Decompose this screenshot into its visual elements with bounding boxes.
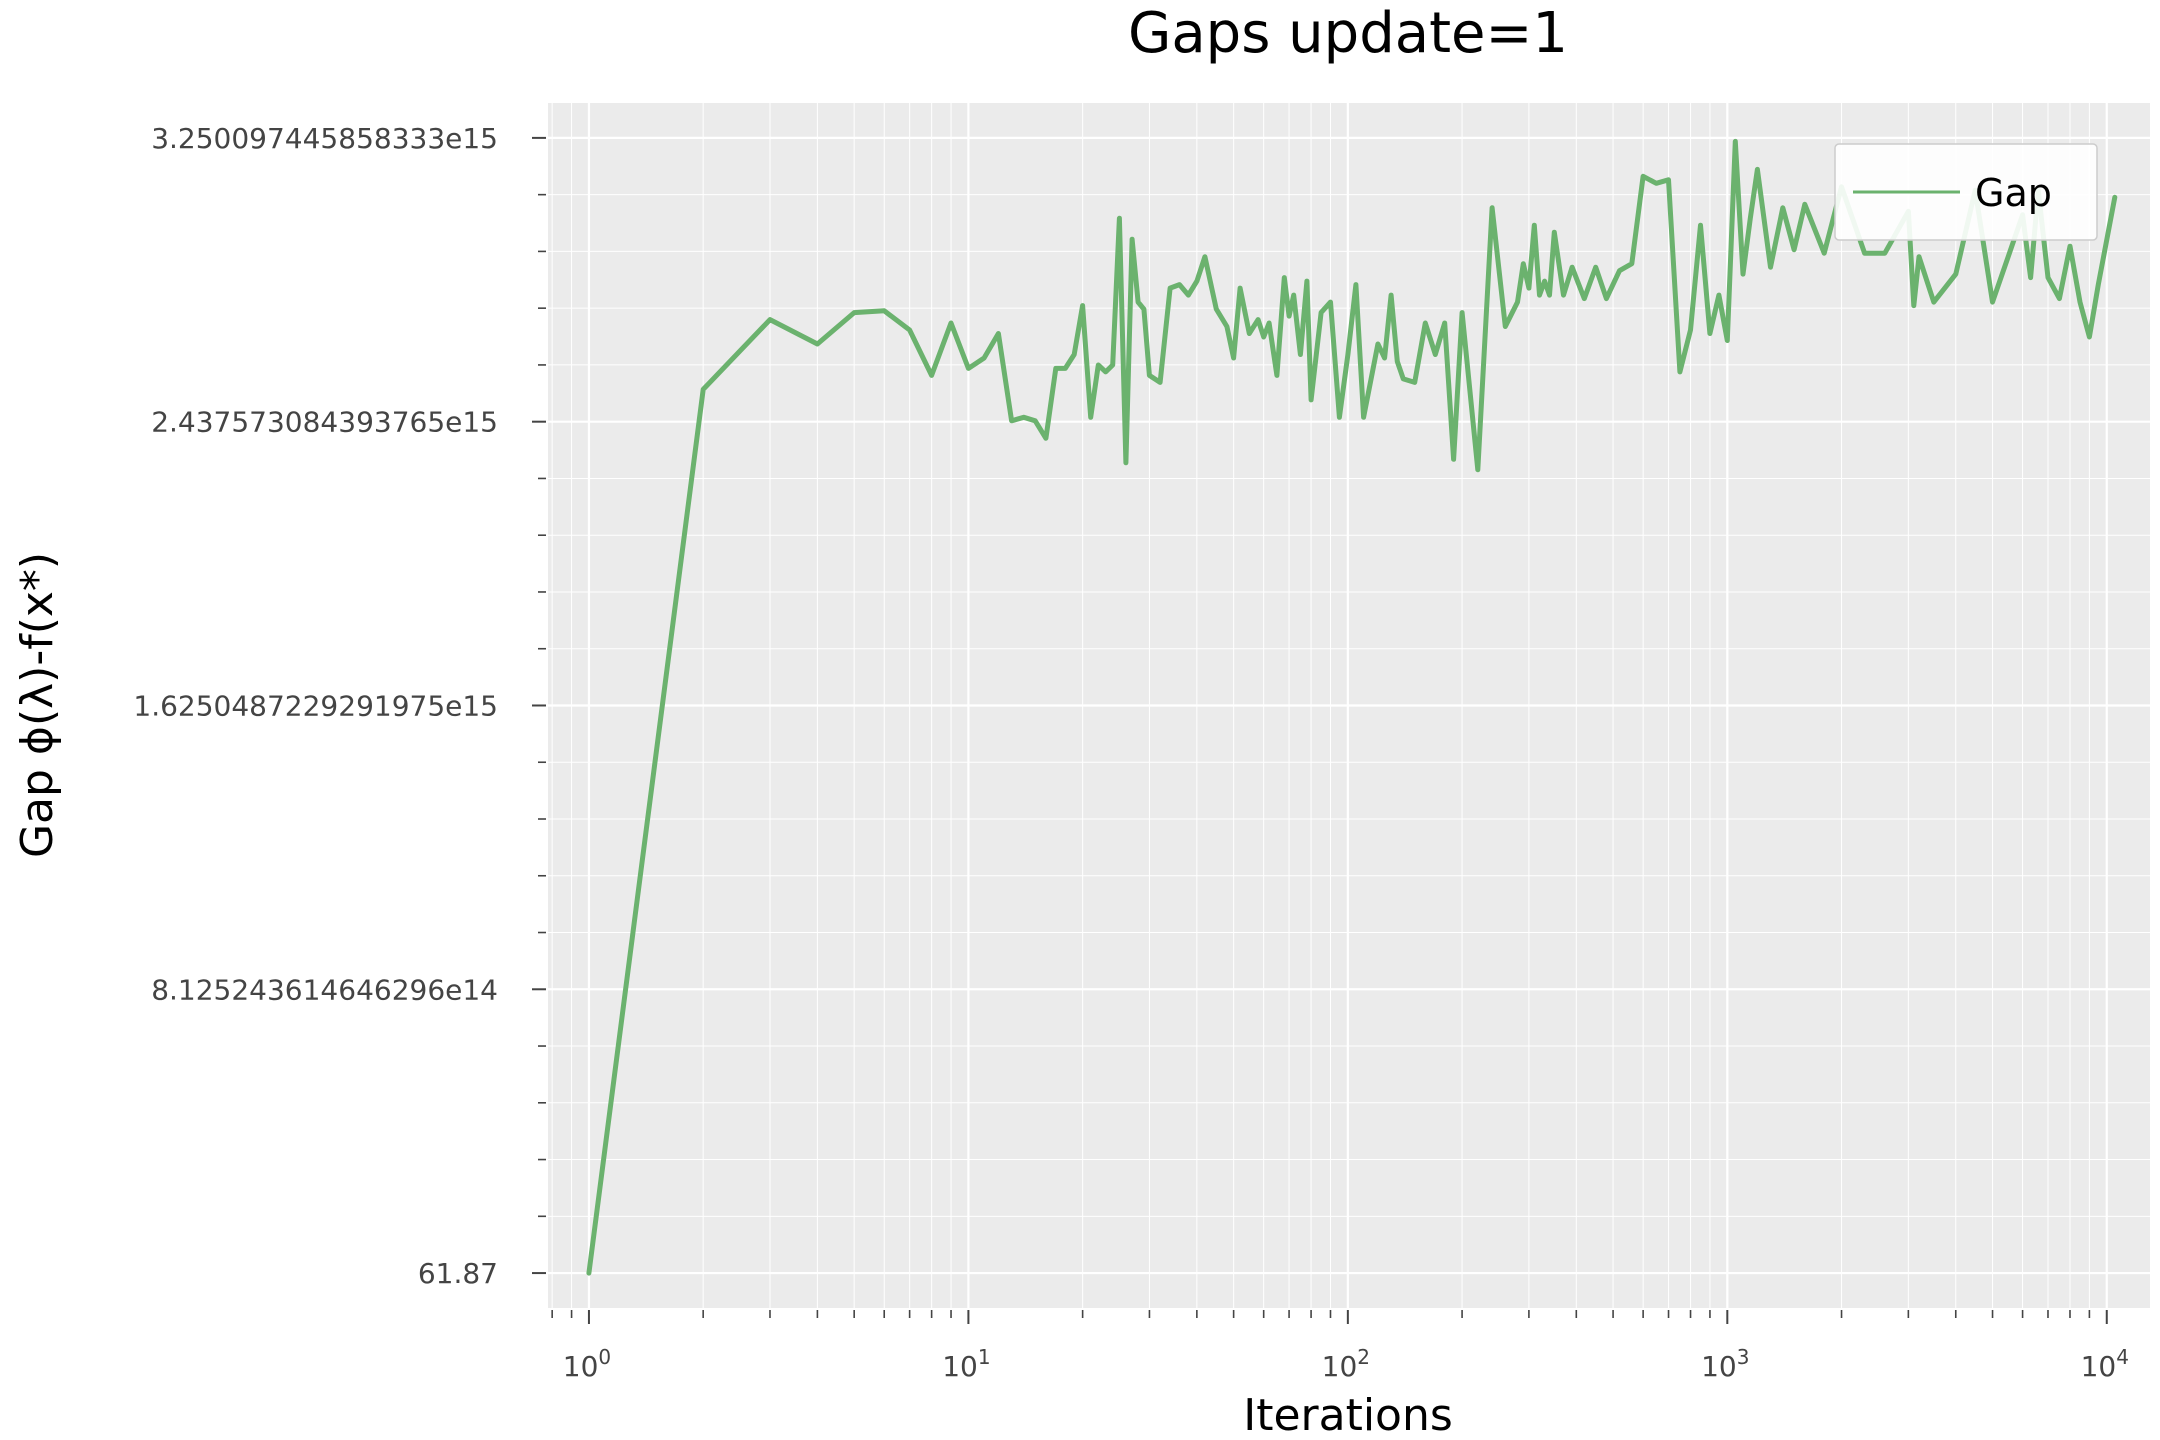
x-tick-label: 100 bbox=[563, 1345, 611, 1383]
x-tick-label: 102 bbox=[1322, 1345, 1370, 1383]
y-tick-label: 1.6250487229291975e15 bbox=[133, 689, 498, 722]
series-line-gap bbox=[586, 138, 2118, 1276]
legend-label-gap: Gap bbox=[1975, 171, 2052, 215]
x-tick-label: 103 bbox=[1701, 1345, 1749, 1383]
y-tick-label: 3.250097445858333e15 bbox=[151, 122, 498, 155]
y-tick-label: 61.87 bbox=[418, 1257, 498, 1290]
series-layer bbox=[586, 138, 2118, 1276]
chart-title: Gaps update=1 bbox=[1128, 1, 1568, 66]
legend-box bbox=[1834, 143, 2098, 241]
x-tick-label: 101 bbox=[942, 1345, 990, 1383]
x-axis-label: Iterations bbox=[1243, 1390, 1453, 1440]
y-tick-label: 2.437573084393765e15 bbox=[151, 406, 498, 439]
x-axis-ticks: 100 101 102 103 104 bbox=[551, 1310, 2129, 1383]
y-axis-ticks: 61.87 8.125243614646296e14 1.6250487229291… bbox=[133, 122, 546, 1290]
x-tick-label: 104 bbox=[2081, 1345, 2129, 1383]
grid-minor bbox=[548, 103, 2150, 1308]
y-tick-label: 8.125243614646296e14 bbox=[151, 973, 498, 1006]
y-axis-label: Gap ϕ(λ)-f(x*) bbox=[12, 552, 63, 858]
legend: Gap bbox=[1834, 143, 2098, 241]
